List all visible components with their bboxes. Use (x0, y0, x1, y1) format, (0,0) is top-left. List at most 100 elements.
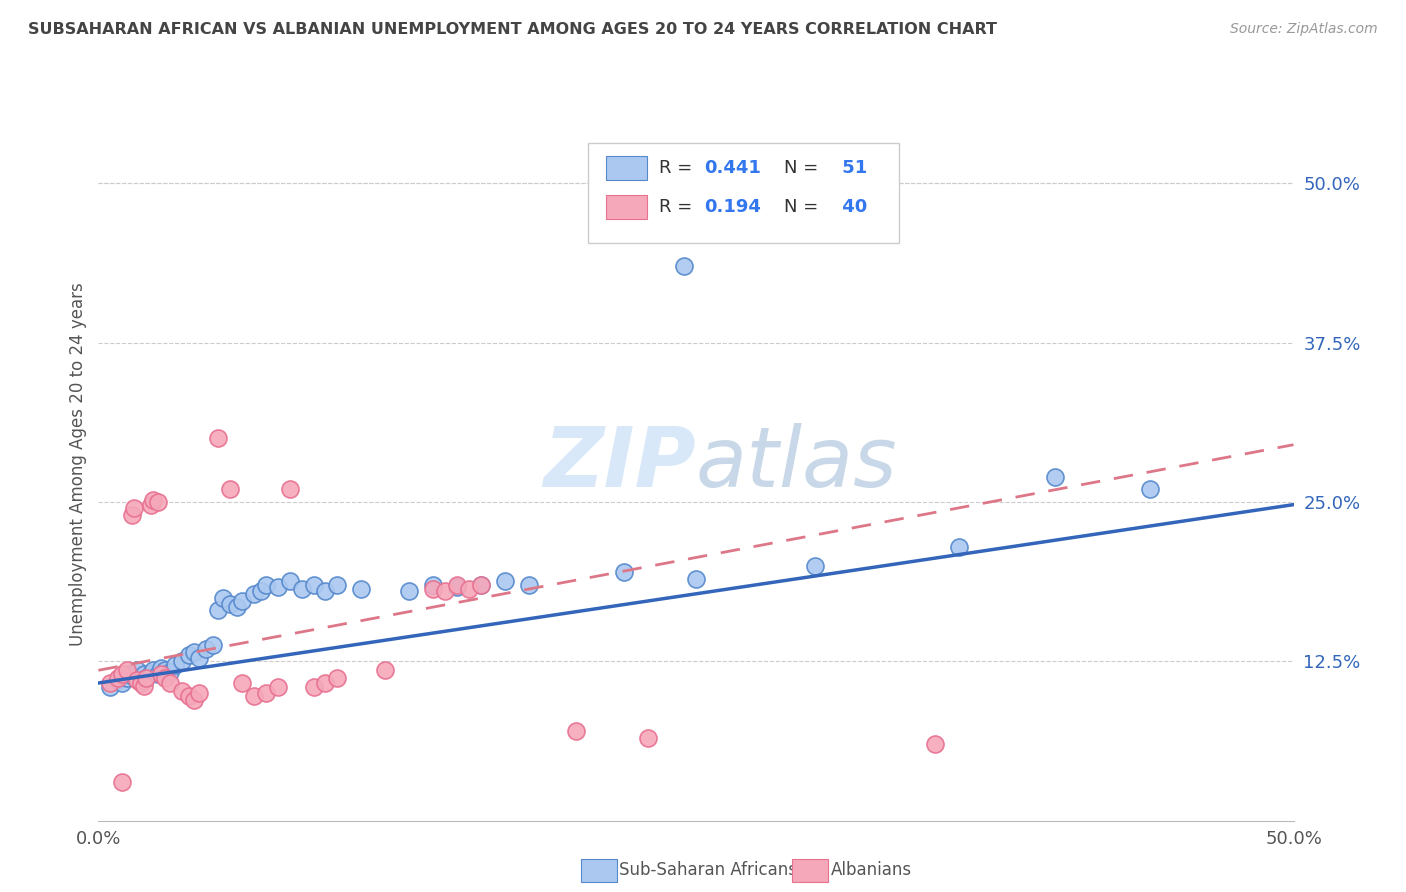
Point (326, 671, 349, 685)
Point (278, 574, 301, 588)
Point (155, 663, 177, 677)
Point (243, 587, 266, 601)
Point (374, 663, 396, 677)
Point (98, 680, 122, 694)
Point (172, 683, 194, 698)
Text: 40: 40 (835, 198, 868, 216)
Point (107, 673, 129, 688)
Point (139, 498, 162, 512)
Point (350, 582, 373, 596)
Text: N =: N = (785, 159, 824, 177)
Point (948, 540, 970, 554)
Point (194, 641, 218, 656)
Point (315, 584, 337, 599)
Point (326, 578, 349, 592)
Point (637, 731, 659, 745)
Text: 0.441: 0.441 (704, 159, 761, 177)
Point (179, 648, 201, 662)
Point (207, 603, 229, 617)
FancyBboxPatch shape (606, 194, 647, 219)
Point (159, 676, 181, 690)
Point (250, 584, 273, 599)
Point (291, 582, 314, 596)
Point (148, 495, 170, 509)
Point (685, 572, 707, 586)
Point (149, 667, 172, 681)
Point (111, 775, 134, 789)
Point (267, 581, 290, 595)
Point (142, 492, 165, 507)
Point (159, 665, 181, 679)
Point (446, 581, 468, 595)
Point (125, 673, 148, 688)
Point (118, 667, 141, 681)
Point (124, 670, 146, 684)
Text: R =: R = (659, 159, 697, 177)
Point (155, 671, 177, 685)
Point (183, 692, 205, 706)
Point (135, 671, 157, 685)
Point (458, 582, 481, 596)
Text: Sub-Saharan Africans: Sub-Saharan Africans (619, 861, 797, 879)
Text: SUBSAHARAN AFRICAN VS ALBANIAN UNEMPLOYMENT AMONG AGES 20 TO 24 YEARS CORRELATIO: SUBSAHARAN AFRICAN VS ALBANIAN UNEMPLOYM… (28, 22, 997, 37)
Point (202, 638, 225, 652)
Point (131, 676, 153, 690)
Point (494, 574, 516, 588)
Point (121, 508, 143, 522)
Text: 51: 51 (835, 159, 868, 177)
Point (254, 578, 277, 592)
Point (470, 578, 492, 592)
Point (231, 594, 253, 608)
Point (278, 483, 301, 497)
Point (446, 578, 468, 592)
Point (267, 680, 290, 694)
Point (613, 565, 636, 579)
Point (211, 591, 233, 605)
Point (398, 584, 420, 599)
Point (111, 676, 134, 690)
Point (125, 663, 148, 677)
Point (107, 671, 129, 685)
Point (207, 431, 229, 445)
FancyBboxPatch shape (606, 155, 647, 180)
Point (1139, 483, 1161, 497)
Point (804, 558, 827, 573)
Point (115, 663, 138, 677)
Text: Albanians: Albanians (831, 861, 912, 879)
Point (187, 650, 209, 665)
Text: N =: N = (785, 198, 824, 216)
Point (517, 578, 540, 592)
Point (187, 686, 209, 700)
Point (148, 667, 170, 681)
Point (135, 671, 157, 685)
Point (132, 679, 155, 693)
Text: 0.194: 0.194 (704, 198, 761, 216)
Point (1043, 469, 1066, 483)
Point (924, 737, 946, 751)
Point (172, 654, 194, 668)
Point (183, 645, 205, 659)
Point (132, 667, 155, 681)
Point (422, 582, 444, 596)
Point (131, 673, 153, 688)
Point (422, 578, 444, 592)
Point (470, 578, 492, 592)
Point (98, 676, 122, 690)
Point (163, 658, 186, 673)
Text: Source: ZipAtlas.com: Source: ZipAtlas.com (1230, 22, 1378, 37)
Point (124, 501, 146, 516)
Y-axis label: Unemployment Among Ages 20 to 24 years: Unemployment Among Ages 20 to 24 years (69, 282, 87, 646)
Point (219, 483, 242, 497)
Point (219, 597, 242, 611)
Point (179, 689, 201, 703)
Text: atlas: atlas (696, 424, 897, 504)
Point (142, 663, 165, 677)
Point (243, 689, 266, 703)
Point (231, 676, 253, 690)
Point (302, 680, 325, 694)
Point (226, 599, 249, 614)
Point (139, 665, 162, 680)
Point (149, 661, 172, 675)
Text: ZIP: ZIP (543, 424, 696, 504)
Point (111, 667, 134, 681)
